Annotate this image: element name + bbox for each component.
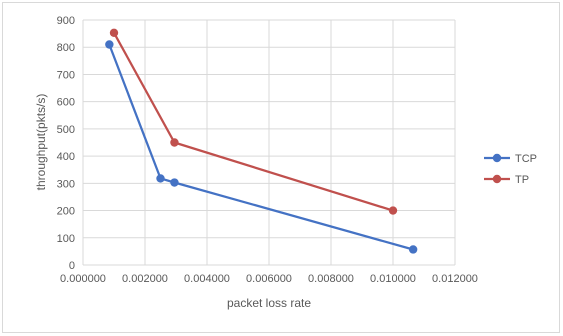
series-line-tp (112, 31, 395, 212)
data-point-tcp (156, 174, 165, 183)
y-tick-label: 100 (57, 233, 75, 245)
y-tick-label: 800 (57, 42, 75, 54)
x-tick-label: 0.006000 (246, 273, 292, 285)
y-tick-label: 600 (57, 97, 75, 109)
x-tick-label: 0.002000 (122, 273, 168, 285)
y-tick-label: 0 (69, 260, 75, 272)
x-tick-label: 0.004000 (184, 273, 230, 285)
legend-marker-tcp (492, 153, 502, 163)
x-tick-labels: 0.000000 0.002000 0.004000 0.006000 0.008000… (60, 273, 478, 285)
x-tick-label: 0.000000 (60, 273, 106, 285)
y-tick-label: 300 (57, 178, 75, 190)
data-point-tp (170, 138, 179, 147)
series-line-tcp (108, 43, 415, 251)
chart-frame (2, 2, 560, 333)
y-tick-label: 900 (57, 15, 75, 27)
data-point-tp (388, 206, 398, 215)
data-point-tcp (170, 178, 179, 187)
x-axis-label: packet loss rate (227, 296, 311, 310)
y-axis-label: throughput(pkts/s) (34, 94, 48, 191)
y-tick-labels: 0 100 200 300 400 500 600 700 800 900 (57, 15, 75, 272)
data-point-tcp (408, 245, 418, 254)
series-layer (105, 28, 418, 254)
y-tick-label: 400 (57, 151, 75, 163)
x-tick-label: 0.008000 (308, 273, 354, 285)
x-tick-label: 0.010000 (370, 273, 416, 285)
legend-marker-tp (492, 174, 502, 184)
data-point-tcp (105, 40, 114, 49)
gridlines (82, 19, 456, 266)
y-tick-label: 200 (57, 206, 75, 218)
x-tick-label: 0.012000 (432, 273, 478, 285)
y-tick-label: 500 (57, 124, 75, 136)
legend: TCP TP (484, 153, 537, 186)
legend-label-tcp: TCP (515, 153, 537, 165)
legend-label-tp: TP (515, 174, 529, 186)
y-tick-label: 700 (57, 69, 75, 81)
data-point-tp (109, 28, 119, 37)
